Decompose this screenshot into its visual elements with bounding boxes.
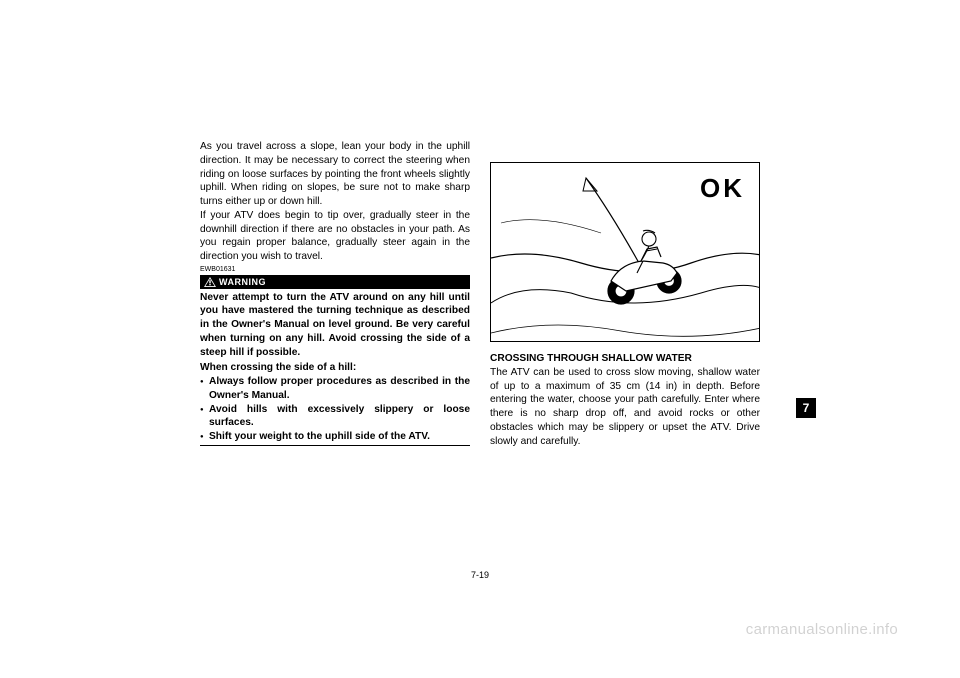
list-item: Avoid hills with excessively slippery or… bbox=[200, 403, 470, 431]
warning-label: WARNING bbox=[219, 276, 266, 288]
right-column: OK bbox=[490, 140, 760, 448]
atv-water-crossing-figure: OK bbox=[490, 162, 760, 342]
list-item: Always follow proper procedures as descr… bbox=[200, 375, 470, 403]
two-column-layout: As you travel across a slope, lean your … bbox=[200, 140, 760, 448]
divider bbox=[200, 445, 470, 446]
list-item: Shift your weight to the uphill side of … bbox=[200, 430, 470, 444]
warning-id: EWB01631 bbox=[200, 266, 470, 274]
warning-triangle-icon bbox=[204, 277, 216, 287]
manual-page: As you travel across a slope, lean your … bbox=[200, 140, 760, 580]
body-paragraph: If your ATV does begin to tip over, grad… bbox=[200, 209, 470, 264]
when-crossing-heading: When crossing the side of a hill: bbox=[200, 361, 470, 375]
page-number: 7-19 bbox=[471, 570, 489, 580]
watermark: carmanualsonline.info bbox=[746, 621, 898, 638]
left-column: As you travel across a slope, lean your … bbox=[200, 140, 470, 448]
body-paragraph: The ATV can be used to cross slow moving… bbox=[490, 366, 760, 449]
ok-label: OK bbox=[700, 171, 745, 206]
body-paragraph: As you travel across a slope, lean your … bbox=[200, 140, 470, 209]
section-heading: CROSSING THROUGH SHALLOW WATER bbox=[490, 352, 760, 366]
bullet-list: Always follow proper procedures as descr… bbox=[200, 375, 470, 444]
warning-body: Never attempt to turn the ATV around on … bbox=[200, 291, 470, 360]
chapter-tab: 7 bbox=[796, 398, 816, 418]
warning-banner: WARNING bbox=[200, 275, 470, 289]
